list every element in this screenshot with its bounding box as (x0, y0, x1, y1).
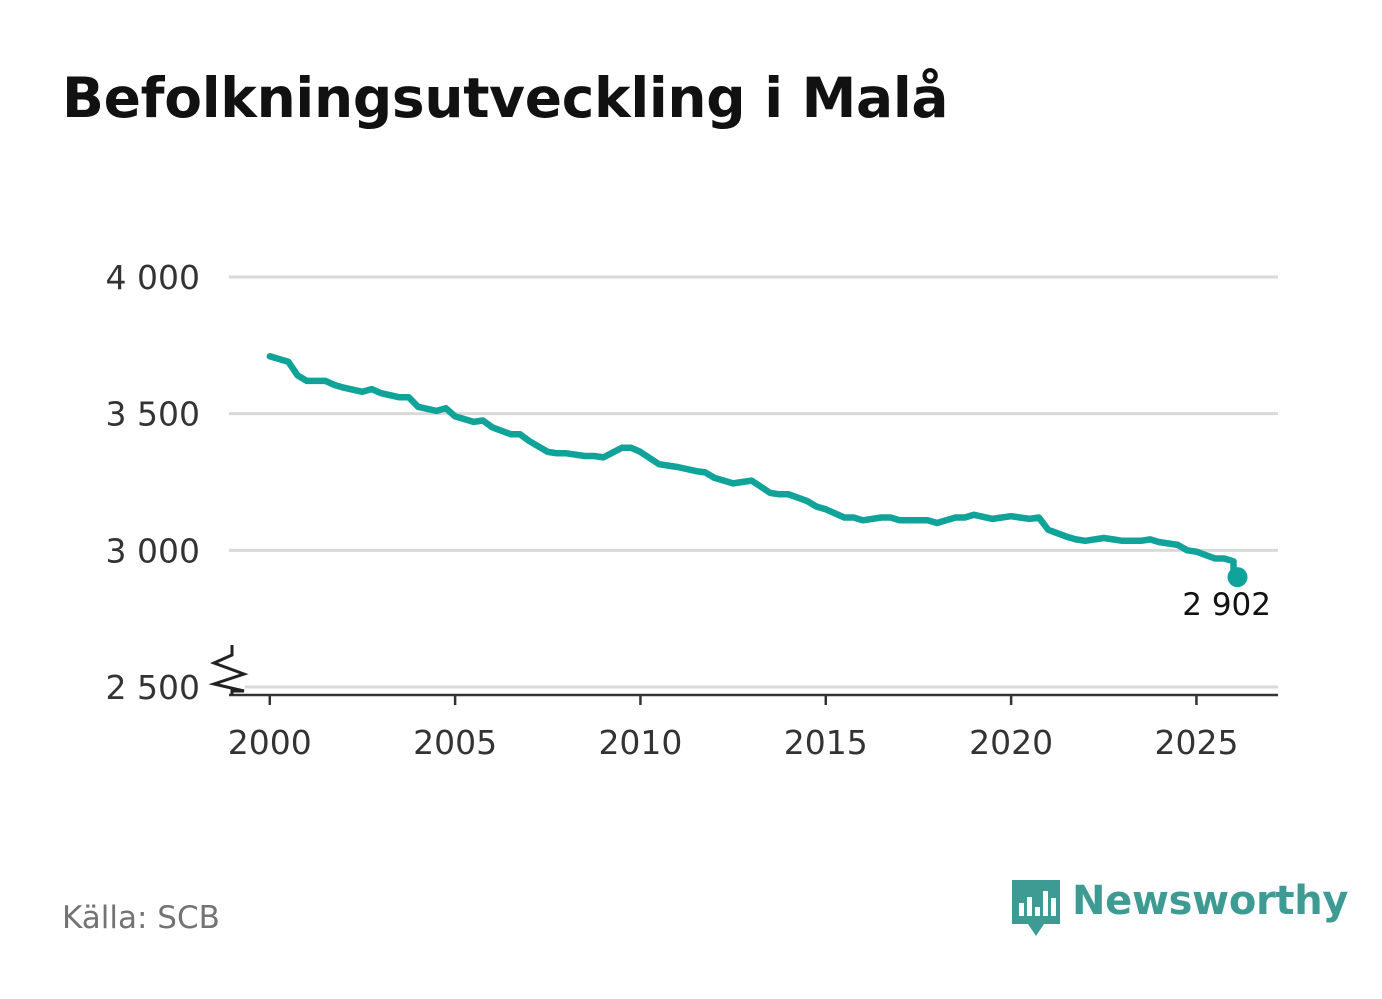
x-tick-label: 2025 (1154, 723, 1238, 762)
y-axis-break-icon (208, 645, 249, 695)
y-axis-ticks: 2 500 3 000 3 500 4 000 (106, 258, 200, 707)
data-series (266, 353, 1248, 588)
series-line (266, 353, 1237, 581)
y-tick-label: 3 500 (106, 395, 200, 434)
x-tick-label: 2005 (413, 723, 497, 762)
bar-chart-speech-bubble-icon (1012, 880, 1060, 936)
x-tick-label: 2000 (228, 723, 312, 762)
last-data-point (1227, 567, 1248, 588)
grid-lines (229, 275, 1278, 689)
chart-title: Befolkningsutveckling i Malå (62, 66, 949, 130)
y-tick-label: 4 000 (106, 258, 200, 297)
end-value-label: 2 902 (1182, 587, 1271, 623)
end-label-group: 2 902 (1182, 587, 1271, 623)
newsworthy-logo: Newsworthy (1010, 878, 1349, 942)
x-axis-ticks: 2000 2005 2010 2015 2020 2025 (228, 695, 1238, 762)
y-tick-label: 3 000 (106, 531, 200, 570)
logo-text: Newsworthy (1072, 878, 1349, 924)
source-text: Källa: SCB (62, 900, 220, 936)
axis-break-zigzag (208, 645, 249, 695)
x-tick-label: 2020 (969, 723, 1053, 762)
x-tick-label: 2015 (784, 723, 868, 762)
x-tick-label: 2010 (598, 723, 682, 762)
y-tick-label: 2 500 (106, 668, 200, 707)
